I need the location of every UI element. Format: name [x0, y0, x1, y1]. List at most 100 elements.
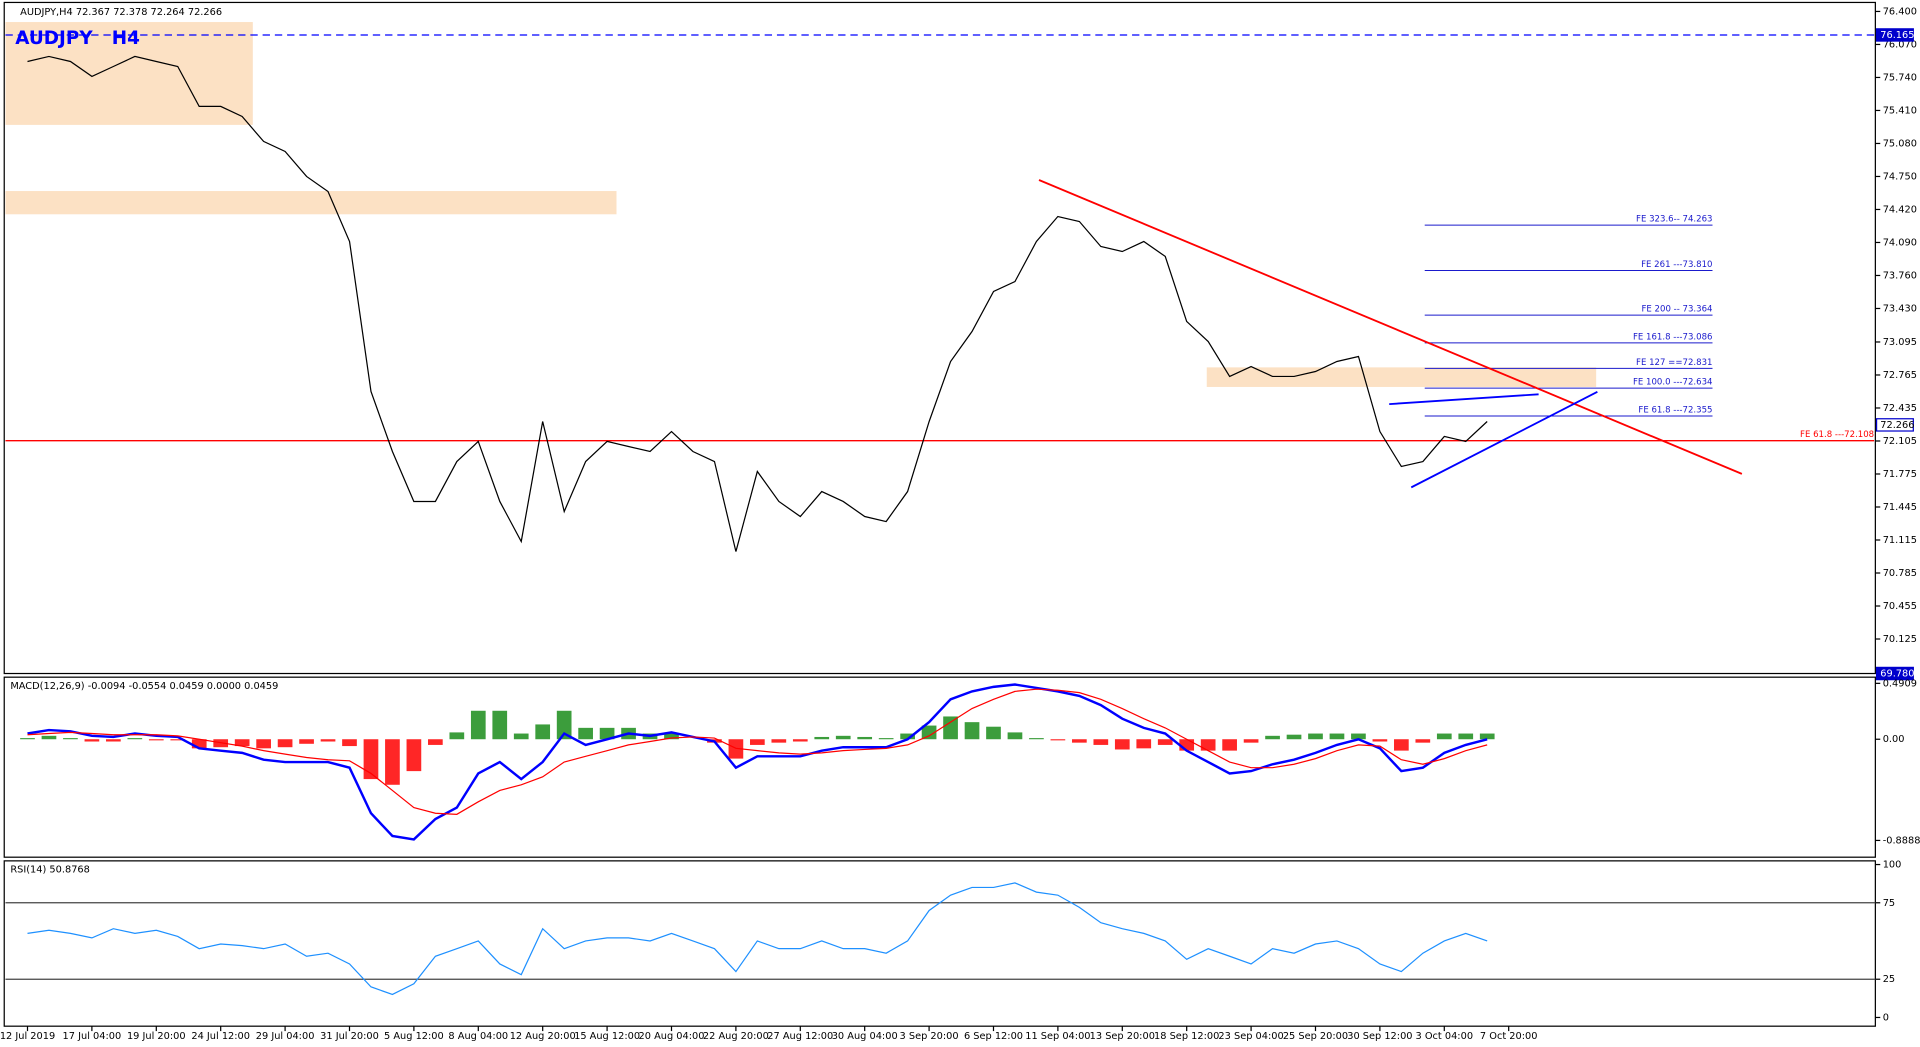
x-tick-label: 31 Jul 20:00	[320, 1031, 379, 1042]
histogram-bar	[556, 710, 572, 740]
histogram-bar	[1415, 739, 1431, 743]
fibo-label: FE 100.0 ---72.634	[1633, 377, 1713, 387]
histogram-bar	[1093, 739, 1109, 745]
x-tick-label: 30 Aug 04:00	[832, 1031, 898, 1042]
histogram-bar	[299, 739, 314, 744]
x-tick-label: 6 Sep 12:00	[964, 1031, 1023, 1042]
price-line	[27, 55, 1488, 552]
y-tick-label: 0.4909	[1883, 678, 1917, 689]
supply-zone	[5, 22, 253, 125]
histogram-bar	[234, 739, 250, 747]
y-tick-label: 70.785	[1883, 568, 1917, 579]
x-tick-label: 20 Aug 04:00	[639, 1031, 705, 1042]
histogram-bar	[385, 739, 400, 785]
histogram-bar	[1050, 739, 1066, 741]
x-tick-label: 25 Sep 20:00	[1283, 1031, 1348, 1042]
histogram-bar	[148, 739, 164, 741]
x-tick-label: 19 Jul 20:00	[127, 1031, 186, 1042]
x-tick-label: 27 Aug 12:00	[767, 1031, 833, 1042]
histogram-bar	[277, 739, 293, 748]
y-tick-label: 75	[1883, 898, 1895, 909]
fibo-label: FE 261 ---73.810	[1641, 260, 1712, 270]
x-tick-label: 24 Jul 12:00	[191, 1031, 250, 1042]
chart-title: AUDJPY,H4 72.367 72.378 72.264 72.266	[20, 7, 222, 18]
trendline	[1389, 393, 1539, 406]
y-tick-label: 75.740	[1883, 72, 1917, 83]
fibo-label: FE 323.6-- 74.263	[1636, 215, 1712, 225]
histogram-bar	[1243, 739, 1259, 743]
y-tick-label: 72.105	[1883, 436, 1917, 447]
histogram-bar	[1479, 733, 1495, 740]
y-tick-label: 74.420	[1883, 204, 1917, 215]
y-tick-label: 70.125	[1883, 634, 1917, 645]
price-tag-label: 69.780	[1880, 669, 1914, 680]
histogram-bar	[1114, 739, 1130, 750]
y-tick-label: 71.775	[1883, 469, 1917, 480]
price-tag	[1875, 28, 1914, 42]
fibo-label: FE 127 ==72.831	[1636, 358, 1712, 368]
fibo-label: FE 61.8 ---72.355	[1638, 405, 1712, 415]
histogram-bar	[470, 710, 486, 740]
histogram-bar	[1136, 739, 1152, 749]
histogram-bar	[1222, 739, 1237, 751]
histogram-bar	[1329, 733, 1345, 740]
histogram-bar	[256, 739, 271, 749]
x-tick-label: 5 Aug 12:00	[384, 1031, 444, 1042]
price-tag	[1875, 666, 1914, 681]
x-tick-label: 15 Aug 12:00	[574, 1031, 640, 1042]
histogram-bar	[63, 738, 78, 740]
price-tag	[1875, 418, 1914, 432]
y-tick-label: -0.8888	[1883, 835, 1920, 846]
histogram-bar	[1458, 733, 1474, 740]
histogram-bar	[170, 739, 186, 741]
y-tick-label: 73.760	[1883, 270, 1917, 281]
histogram-bar	[1072, 739, 1087, 743]
symbol-label: AUDJPY H4	[15, 28, 140, 49]
x-tick-label: 3 Oct 04:00	[1416, 1031, 1474, 1042]
histogram-bar	[1157, 739, 1173, 745]
histogram-bar	[20, 738, 35, 740]
price-panel	[3, 1, 1876, 675]
histogram-bar	[41, 735, 57, 740]
histogram-bar	[428, 739, 443, 745]
histogram-bar	[127, 738, 143, 740]
chart-layer: 76.400 76.070 75.740 75.410 75.080 74.750 74.4…	[0, 6, 1920, 1042]
trendline	[1038, 179, 1743, 475]
y-tick-label: 73.095	[1883, 337, 1917, 348]
y-tick-label: 0.00	[1883, 734, 1905, 745]
histogram-bar	[599, 727, 615, 740]
histogram-bar	[1286, 734, 1302, 740]
histogram-bar	[342, 739, 357, 747]
x-tick-label: 18 Sep 12:00	[1154, 1031, 1219, 1042]
price-tag-label: 76.165	[1880, 30, 1914, 41]
y-tick-label: 72.765	[1883, 370, 1917, 381]
y-tick-label: 0	[1883, 1012, 1889, 1023]
histogram-bar	[1308, 733, 1323, 740]
histogram-bar	[406, 739, 422, 772]
trendline	[1410, 391, 1598, 489]
y-tick-label: 75.080	[1883, 138, 1917, 149]
histogram-bar	[792, 739, 808, 742]
y-tick-label: 25	[1883, 974, 1895, 985]
x-tick-label: 17 Jul 04:00	[63, 1031, 122, 1042]
macd-panel	[3, 676, 1876, 858]
histogram-bar	[1029, 738, 1044, 740]
histogram-bar	[84, 739, 100, 742]
x-tick-label: 11 Sep 04:00	[1025, 1031, 1090, 1042]
histogram-bar	[771, 739, 787, 743]
resistance-zone	[1206, 367, 1597, 387]
x-tick-label: 12 Jul 2019	[0, 1031, 55, 1042]
x-tick-label: 29 Jul 04:00	[256, 1031, 315, 1042]
histogram-bar	[1179, 739, 1195, 751]
histogram-bar	[1351, 733, 1366, 740]
supply-zone	[5, 191, 617, 215]
macd-line	[27, 683, 1488, 841]
histogram-bar	[878, 738, 894, 740]
histogram-bar	[106, 739, 121, 742]
histogram-bar	[1265, 735, 1280, 740]
histogram-bar	[964, 722, 980, 740]
histogram-bar	[900, 733, 915, 740]
rsi-panel	[3, 860, 1876, 1027]
y-tick-label: 100	[1883, 860, 1902, 871]
